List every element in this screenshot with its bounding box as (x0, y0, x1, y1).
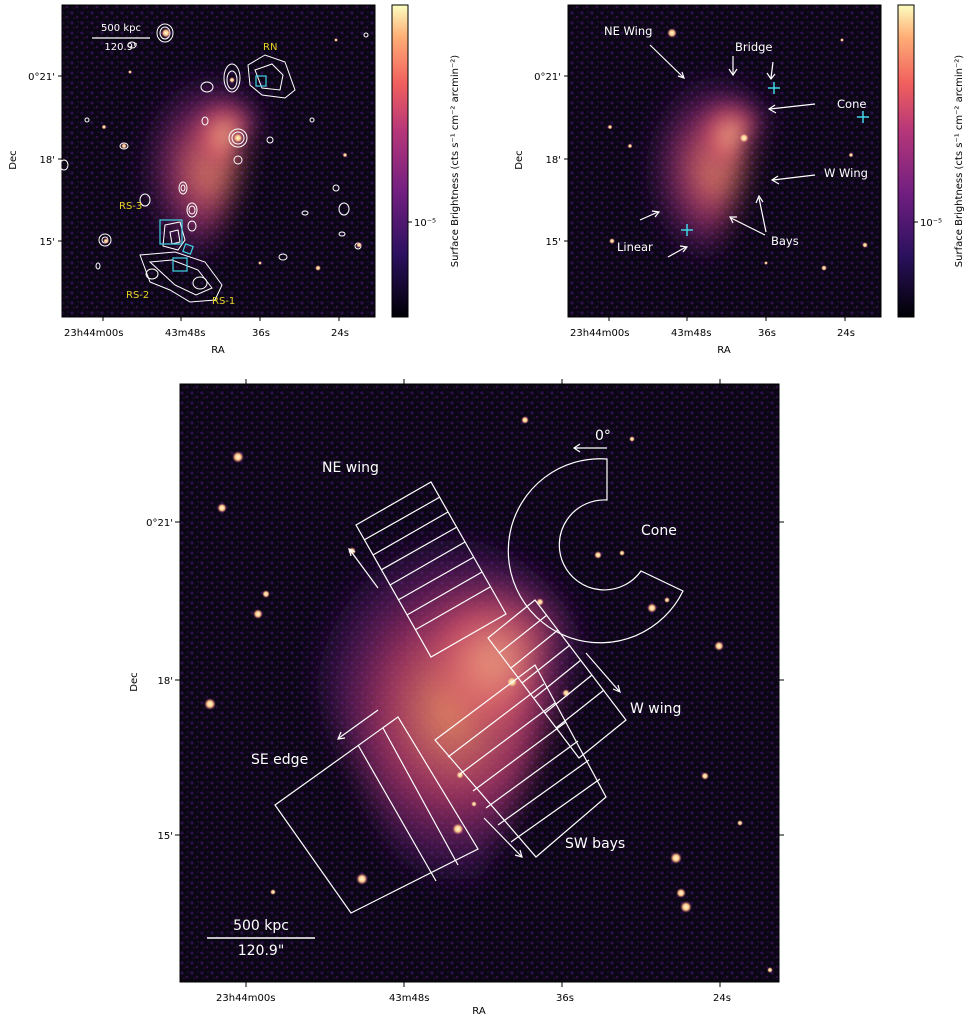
panel-c-ra-tick-2: 43m48s (389, 993, 429, 1004)
se-edge-region (274, 716, 479, 914)
panel-c-ra-tick-3: 36s (556, 993, 574, 1004)
panel-a-colorbar-tick-label: 10⁻⁵ (414, 218, 436, 229)
panel-b-ra-tick-2: 43m48s (671, 328, 711, 339)
panel-b-crosses (681, 82, 869, 236)
panel-a-dec-tick-3: 15' (40, 237, 55, 248)
panel-c-scalebar-arcsec: 120.9" (238, 943, 285, 959)
panel-c-scalebar-kpc: 500 kpc (233, 918, 289, 934)
sw-bays-region (434, 664, 607, 858)
panel-b-dec-tick-2: 18' (546, 155, 561, 166)
label-rs3: RS-3 (119, 201, 142, 212)
label-b-cone: Cone (837, 97, 866, 111)
panel-b-ticks (564, 75, 881, 321)
panel-c-ra-tick-4: 24s (713, 993, 731, 1004)
label-rs1: RS-1 (212, 296, 235, 307)
panel-a-dec-tick-2: 18' (40, 155, 55, 166)
panel-c: 0° NE wing Cone W wing SE edge SW bays 5… (129, 379, 784, 1017)
panel-b-point-sources (607, 28, 868, 271)
panel-a-colorbar (391, 4, 409, 318)
panel-a-scalebar-kpc: 500 kpc (101, 23, 141, 34)
panel-a-ra-tick-1: 23h44m00s (64, 328, 123, 339)
panel-b-ylabel: Dec (514, 150, 525, 169)
panel-a-ra-tick-4: 24s (331, 328, 349, 339)
label-c-se-edge: SE edge (251, 752, 308, 768)
panel-b-xlabel: RA (717, 345, 731, 356)
label-rs2: RS-2 (126, 290, 149, 301)
label-b-bays: Bays (771, 234, 799, 248)
cone-region (507, 458, 684, 644)
se-edge-arrow-head (337, 731, 346, 740)
panel-b-dec-tick-3: 15' (546, 237, 561, 248)
panel-c-dec-tick-2: 18' (158, 676, 173, 687)
label-c-sw-bays: SW bays (565, 836, 625, 852)
panel-a-ylabel: Dec (8, 150, 19, 169)
w-wing-arrow (585, 652, 620, 692)
ne-wing-arrow-head (348, 547, 356, 557)
panel-b-ra-tick-4: 24s (837, 328, 855, 339)
label-b-ne-wing: NE Wing (604, 24, 652, 38)
label-c-ne-wing: NE wing (322, 460, 379, 476)
panel-c-ra-tick-1: 23h44m00s (216, 993, 275, 1004)
panel-c-frame (179, 383, 780, 983)
panel-b-frame (567, 4, 882, 318)
panel-b-colorbar-label: Surface Brightness (cts s⁻¹ cm⁻² arcmin⁻… (954, 55, 965, 267)
panel-a-cyan-regions (159, 75, 267, 272)
panel-b: NE Wing Bridge Cone W Wing Bays Linear 2… (514, 4, 965, 356)
panel-a-ra-tick-2: 43m48s (165, 328, 205, 339)
panel-c-dec-tick-3: 15' (158, 831, 173, 842)
panel-b-dec-tick-1: 0°21' (534, 72, 561, 83)
label-c-cone: Cone (641, 523, 677, 539)
panel-a-ra-tick-3: 36s (252, 328, 270, 339)
panel-c-ticks (175, 379, 784, 987)
panel-c-ylabel: Dec (129, 672, 140, 691)
panel-b-ra-tick-3: 36s (758, 328, 776, 339)
panel-a-radio-contours (59, 23, 369, 303)
label-b-linear: Linear (617, 240, 653, 254)
panel-a-dec-tick-1: 0°21' (28, 72, 55, 83)
panel-a-scalebar-arcsec: 120.9" (104, 42, 137, 53)
panel-a-point-sources (101, 28, 362, 271)
sw-bays-arrow-head (514, 849, 523, 858)
label-rn: RN (263, 42, 277, 53)
panel-b-emission (646, 70, 791, 270)
w-wing-arrow-head (612, 684, 621, 694)
panel-b-colorbar (897, 4, 915, 318)
panel-c-dec-tick-1: 0°21' (146, 518, 173, 529)
w-wing-region (487, 599, 627, 759)
panel-b-ra-tick-1: 23h44m00s (570, 328, 629, 339)
panel-a-xlabel: RA (211, 345, 225, 356)
panel-a-colorbar-label: Surface Brightness (cts s⁻¹ cm⁻² arcmin⁻… (450, 55, 461, 267)
ne-wing-region (355, 481, 507, 658)
panel-a: 500 kpc 120.9" RN RS-3 RS-2 RS-1 23h44m0… (8, 4, 461, 356)
panel-b-arrows (639, 44, 816, 258)
panel-c-xlabel: RA (472, 1006, 486, 1017)
label-c-angle: 0° (595, 428, 611, 444)
ne-wing-arrow (349, 549, 379, 589)
label-c-w-wing: W wing (630, 701, 681, 717)
sw-bays-arrow (483, 817, 522, 857)
label-b-bridge: Bridge (735, 40, 773, 54)
panel-b-colorbar-tick-label: 10⁻⁵ (920, 218, 942, 229)
panel-a-ticks (58, 75, 375, 321)
angle-arrow-head (572, 443, 581, 453)
label-b-w-wing: W Wing (824, 166, 868, 180)
se-edge-arrow (338, 709, 379, 739)
